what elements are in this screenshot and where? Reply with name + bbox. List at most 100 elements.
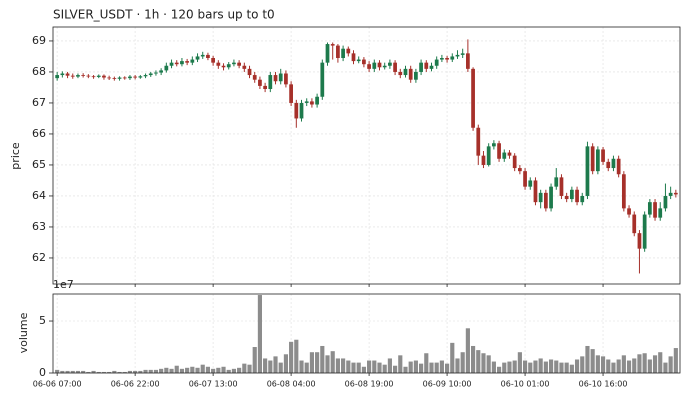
x-tick-label: 06-08 04:00	[267, 380, 316, 389]
candle-body	[455, 54, 460, 57]
volume-bar	[159, 368, 164, 373]
x-tick-label: 06-06 22:00	[111, 380, 160, 389]
candle-body	[216, 62, 221, 66]
candle-body	[388, 62, 392, 66]
candle-body	[190, 59, 195, 63]
volume-bar	[190, 366, 195, 373]
volume-bar	[434, 362, 439, 373]
candle-body	[195, 56, 200, 60]
y-tick-label: 68	[32, 65, 46, 78]
candle-body	[403, 68, 408, 76]
volume-bar	[465, 328, 470, 373]
volume-bar	[522, 360, 528, 373]
candle-body	[507, 152, 512, 156]
volume-bar	[663, 362, 668, 373]
volume-bar	[112, 370, 117, 373]
volume-bar	[502, 362, 507, 373]
volume-bar	[595, 355, 600, 373]
volume-bar	[367, 360, 372, 373]
volume-bar	[335, 358, 340, 373]
volume-bar	[117, 371, 122, 373]
chart-title: SILVER_USDT · 1h · 120 bars up to t0	[53, 8, 275, 22]
volume-bar	[616, 359, 621, 373]
volume-bar	[403, 366, 408, 373]
volume-bar	[471, 345, 476, 373]
candle-body	[112, 78, 117, 79]
x-tick-label: 06-06 07:00	[33, 380, 82, 389]
volume-bar	[517, 352, 522, 373]
candle-body	[492, 143, 496, 147]
candle-body	[632, 214, 637, 234]
candle-body	[237, 62, 241, 66]
candle-body	[70, 75, 75, 77]
candle-body	[533, 180, 538, 203]
volume-bar	[413, 360, 418, 373]
volume-bar	[559, 362, 564, 373]
volume-bar	[91, 370, 96, 373]
candle-body	[434, 59, 439, 66]
volume-bar	[164, 367, 169, 373]
volume-bar	[299, 360, 304, 373]
volume-bar	[408, 361, 413, 373]
volume-bar	[325, 355, 330, 373]
candle-body	[497, 143, 501, 159]
candle-body	[606, 161, 611, 169]
candle-body	[107, 77, 112, 79]
candle-body	[96, 75, 101, 77]
candle-body	[174, 62, 179, 65]
volume-bar	[533, 360, 538, 373]
volume-bar	[668, 356, 673, 373]
volume-bar	[221, 366, 226, 373]
candle-body	[372, 62, 377, 69]
candle-body	[185, 61, 190, 63]
candle-body	[424, 62, 429, 69]
volume-bar	[226, 369, 231, 373]
candle-body	[258, 79, 262, 86]
candle-body	[263, 85, 267, 90]
candle-body	[278, 73, 283, 82]
volume-bar	[138, 370, 143, 373]
candle-body	[81, 75, 86, 76]
candle-body	[304, 101, 309, 103]
candle-body	[289, 84, 293, 103]
x-tick-label: 06-10 01:00	[501, 380, 550, 389]
candle-body	[466, 53, 470, 69]
candle-body	[414, 71, 418, 80]
volume-bar	[673, 348, 678, 373]
volume-bar	[543, 361, 548, 373]
y-tick-label: 66	[32, 127, 46, 140]
candle-body	[627, 208, 631, 215]
candle-body	[117, 77, 122, 79]
volume-bar	[86, 371, 91, 373]
candle-body	[128, 76, 132, 79]
volume-bar	[372, 360, 377, 373]
candle-body	[502, 152, 507, 159]
candle-body	[330, 44, 335, 46]
volume-bar	[481, 353, 486, 373]
volume-bar	[169, 368, 174, 373]
volume-bar	[600, 356, 606, 373]
candle-body	[658, 208, 663, 218]
candle-body	[647, 202, 652, 215]
candle-body	[616, 158, 621, 175]
candle-body	[284, 73, 288, 85]
volume-bar	[398, 355, 403, 373]
volume-bar	[148, 369, 153, 373]
volume-bar	[387, 358, 392, 373]
volume-bar	[496, 366, 502, 373]
candle-body	[299, 102, 304, 119]
candle-body	[133, 76, 138, 78]
volume-bar	[96, 371, 101, 373]
price-frame	[52, 26, 681, 285]
volume-bar	[278, 362, 283, 373]
candle-body	[668, 192, 673, 196]
candle-body	[663, 195, 668, 209]
candle-body	[65, 73, 70, 76]
candle-body	[247, 68, 252, 76]
volume-bar	[60, 370, 65, 373]
candle-body	[377, 62, 382, 68]
volume-bar	[257, 295, 262, 373]
candle-body	[138, 76, 143, 78]
volume-bar	[55, 369, 60, 373]
volume-bar	[585, 345, 590, 373]
